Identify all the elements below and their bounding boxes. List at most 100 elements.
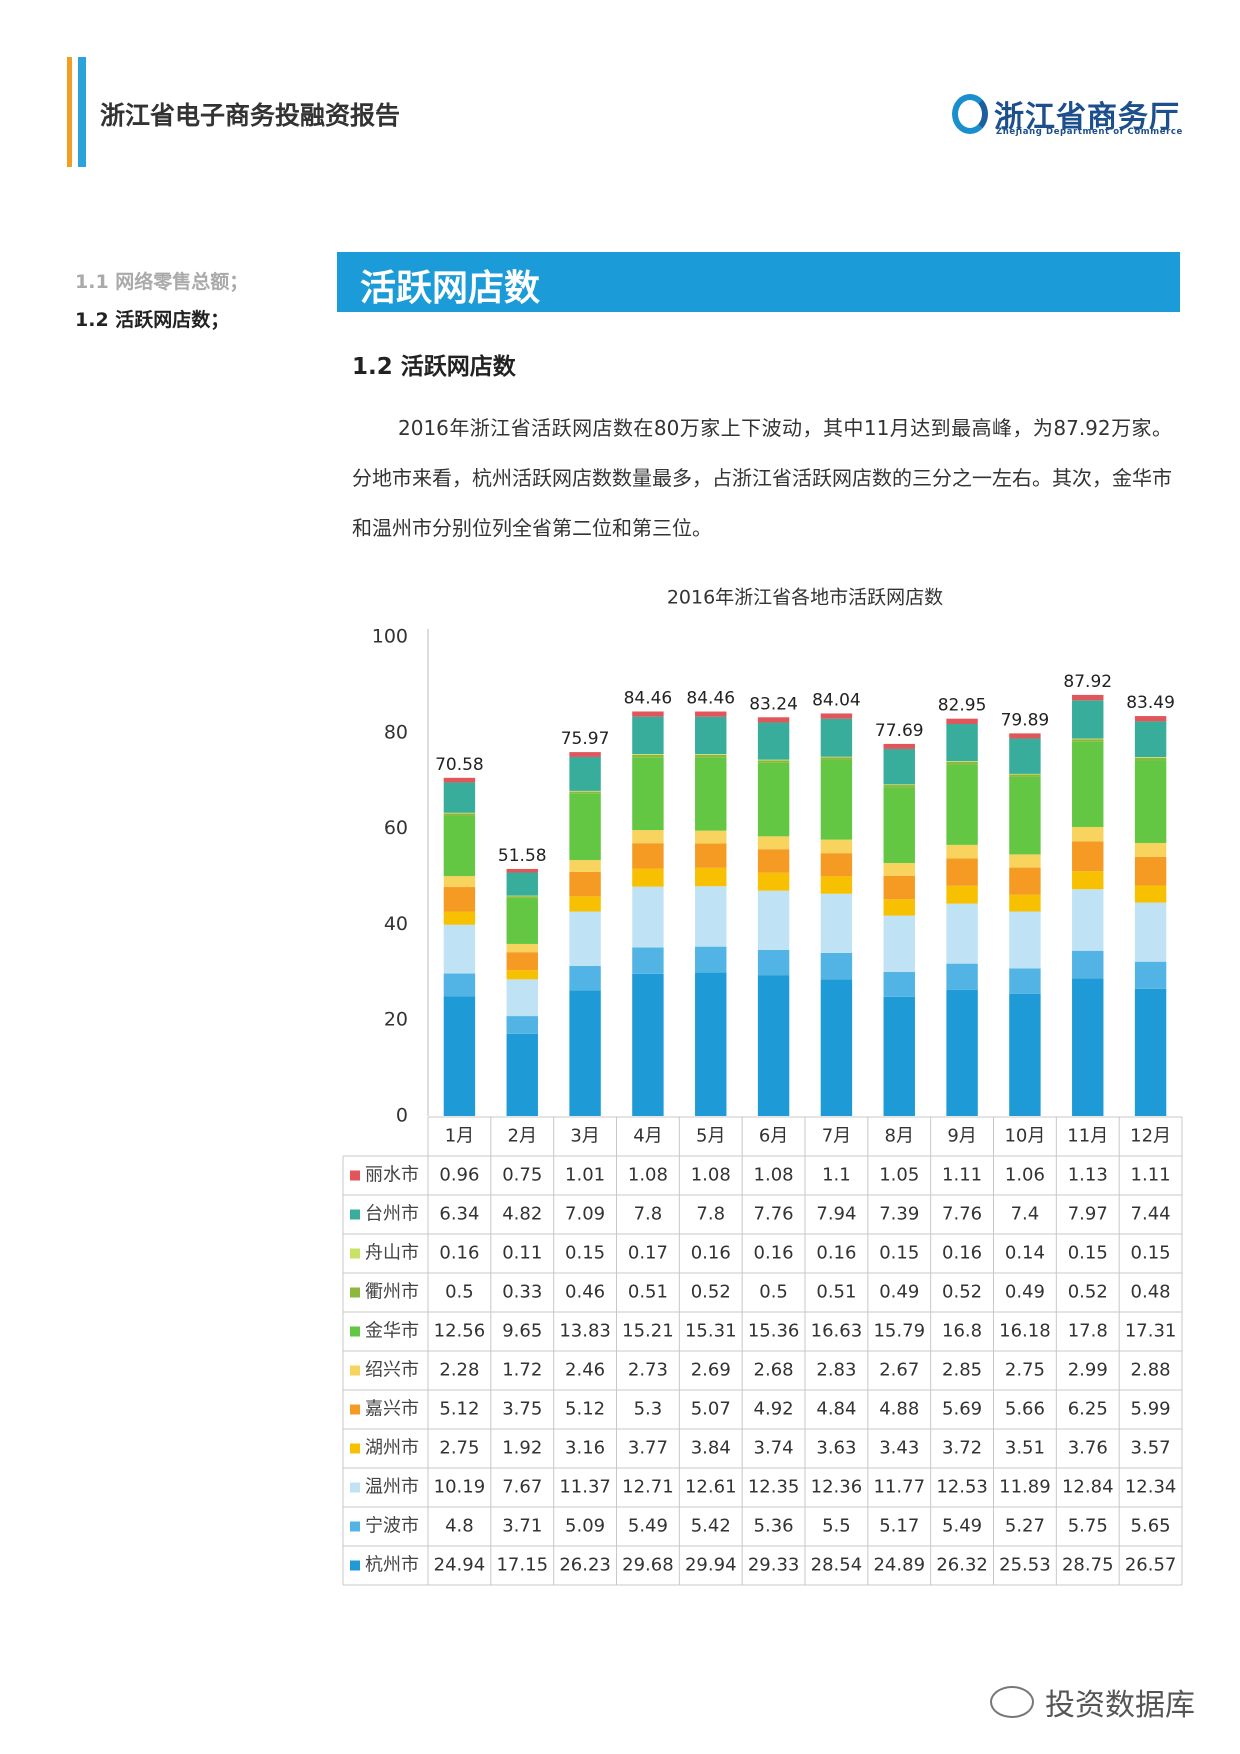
table-value: 2.75 — [439, 1438, 479, 1459]
legend-label: 杭州市 — [365, 1555, 419, 1576]
table-value: 3.71 — [502, 1516, 542, 1537]
bar-segment — [883, 743, 915, 749]
table-value: 0.5 — [445, 1282, 474, 1303]
bar-segment — [506, 943, 538, 953]
total-label: 75.97 — [561, 729, 610, 749]
table-value: 5.49 — [628, 1516, 668, 1537]
bar-segment — [1072, 826, 1104, 842]
table-value: 2.85 — [942, 1360, 982, 1381]
table-value: 0.16 — [942, 1243, 982, 1264]
bar-segment — [443, 887, 476, 912]
bar-segment — [946, 885, 978, 904]
bar-segment — [757, 949, 790, 976]
bar-segment — [883, 875, 915, 900]
legend-label: 湖州市 — [365, 1438, 419, 1459]
bar-segment — [695, 754, 727, 755]
bar-segment — [443, 782, 476, 813]
table-value: 3.72 — [942, 1438, 982, 1459]
total-label: 77.69 — [875, 721, 924, 741]
total-label: 82.95 — [938, 696, 987, 716]
table-value: 0.11 — [502, 1243, 542, 1264]
bar-segment — [632, 754, 664, 755]
table-value: 2.69 — [691, 1360, 731, 1381]
table-value: 1.13 — [1068, 1165, 1108, 1186]
legend-marker — [350, 1170, 360, 1181]
table-value: 0.51 — [816, 1282, 856, 1303]
table-value: 28.75 — [1062, 1555, 1114, 1576]
table-value: 1.05 — [879, 1165, 919, 1186]
sidebar-item: 1.2 活跃网店数； — [75, 309, 230, 331]
bar-segment — [569, 896, 601, 912]
bar-segment — [820, 853, 853, 877]
table-value: 29.33 — [748, 1555, 800, 1576]
table-value: 7.44 — [1131, 1204, 1171, 1225]
bar-segment — [569, 752, 601, 757]
legend-label: 金华市 — [365, 1321, 419, 1342]
bar-segment — [1072, 738, 1104, 740]
table-value: 4.84 — [816, 1399, 856, 1420]
bar-segment — [1009, 993, 1041, 1116]
bar-segment — [1072, 950, 1104, 979]
table-value: 3.16 — [565, 1438, 605, 1459]
y-tick-label: 20 — [384, 1009, 408, 1031]
table-value: 0.46 — [565, 1282, 605, 1303]
bar-segment — [883, 784, 915, 786]
bar-segment — [1134, 842, 1167, 857]
table-value: 16.8 — [942, 1321, 982, 1342]
table-value: 1.08 — [628, 1165, 668, 1186]
y-tick-label: 40 — [384, 913, 408, 935]
table-value: 12.61 — [685, 1477, 737, 1498]
bar-segment — [820, 979, 853, 1116]
bar-segment — [757, 722, 790, 760]
x-tick-label: 2月 — [508, 1126, 537, 1147]
table-value: 1.01 — [565, 1165, 605, 1186]
table-value: 0.33 — [502, 1282, 542, 1303]
table-value: 0.52 — [1068, 1282, 1108, 1303]
bar-segment — [820, 759, 853, 840]
accent-bar — [78, 57, 86, 167]
table-value: 0.17 — [628, 1243, 668, 1264]
bar-segment — [632, 886, 664, 948]
x-tick-label: 11月 — [1067, 1126, 1108, 1147]
table-value: 0.14 — [1005, 1243, 1045, 1264]
table-value: 2.28 — [439, 1360, 479, 1381]
legend-marker — [350, 1560, 360, 1571]
y-tick-label: 60 — [384, 817, 408, 839]
bar-segment — [632, 947, 664, 974]
bar-segment — [1009, 774, 1041, 777]
table-value: 5.5 — [822, 1516, 851, 1537]
legend-label: 衢州市 — [365, 1282, 419, 1303]
table-value: 1.72 — [502, 1360, 542, 1381]
table-value: 5.69 — [942, 1399, 982, 1420]
bar-segment — [1072, 694, 1104, 701]
bar-segment — [757, 717, 790, 723]
header-title: 浙江省电子商务投融资报告 — [100, 101, 401, 130]
table-value: 4.88 — [879, 1399, 919, 1420]
legend-label: 舟山市 — [365, 1243, 419, 1264]
bar-segment — [506, 1016, 538, 1034]
table-value: 29.94 — [685, 1555, 737, 1576]
legend-marker — [350, 1326, 360, 1337]
x-tick-label: 6月 — [759, 1126, 788, 1147]
table-value: 24.94 — [434, 1555, 486, 1576]
bar-segment — [883, 785, 915, 788]
bar-segment — [569, 871, 601, 897]
bar-segment — [820, 876, 853, 894]
table-value: 26.57 — [1125, 1555, 1177, 1576]
table-value: 0.16 — [439, 1243, 479, 1264]
bar-segment — [506, 1033, 538, 1116]
table-value: 7.39 — [879, 1204, 919, 1225]
table-value: 7.8 — [696, 1204, 725, 1225]
legend-marker — [350, 1443, 360, 1454]
x-tick-label: 8月 — [885, 1126, 914, 1147]
bar-segment — [1009, 911, 1041, 969]
table-value: 4.92 — [754, 1399, 794, 1420]
legend-label: 绍兴市 — [365, 1360, 419, 1381]
table-value: 17.31 — [1125, 1321, 1177, 1342]
table-value: 0.16 — [691, 1243, 731, 1264]
bar-segment — [1134, 757, 1167, 758]
bar-segment — [1009, 733, 1041, 739]
legend-label: 嘉兴市 — [365, 1399, 419, 1420]
bar-segment — [1009, 867, 1041, 895]
bar-segment — [443, 777, 476, 783]
